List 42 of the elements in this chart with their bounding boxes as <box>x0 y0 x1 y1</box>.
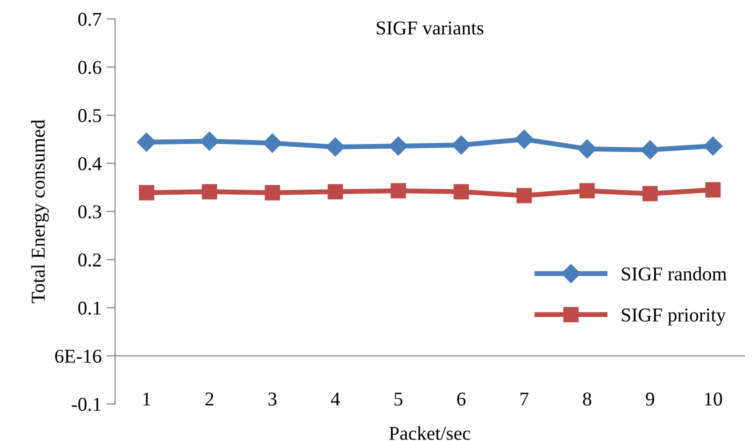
x-tick-label: 4 <box>330 392 340 406</box>
point <box>262 134 282 153</box>
x-tick-label: 5 <box>394 392 402 406</box>
x-tick-label: 10 <box>704 392 722 406</box>
y-tick-label: 0.4 <box>78 157 102 170</box>
point <box>514 130 534 149</box>
chart-title: SIGF variants <box>376 22 484 35</box>
point <box>579 183 595 198</box>
y-tick-label: 0.5 <box>78 109 102 122</box>
x-tick-label: 6 <box>457 392 466 406</box>
y-axis-title: Total Energy consumed <box>31 120 49 304</box>
y-tick-label: 0.1 <box>78 302 101 315</box>
x-tick-label: 1 <box>143 392 150 406</box>
point <box>703 136 723 156</box>
point <box>642 186 658 202</box>
y-tick-label: 0.7 <box>78 12 102 26</box>
point <box>578 139 597 158</box>
y-tick-label: -0.1 <box>72 398 101 411</box>
point <box>326 137 345 157</box>
point <box>454 184 469 200</box>
point <box>264 185 280 200</box>
x-tick-label: 7 <box>520 392 528 406</box>
x-tick-label: 9 <box>646 392 654 406</box>
x-axis-title: Packet/sec <box>389 426 470 440</box>
y-tick-label: 0.2 <box>78 253 101 267</box>
point <box>202 184 218 200</box>
point <box>328 184 343 200</box>
y-tick-label: 0.6 <box>78 60 102 74</box>
point <box>452 136 471 155</box>
point <box>516 188 532 204</box>
legend-label: SIGF random <box>622 266 727 281</box>
point <box>640 140 660 160</box>
x-tick-label: 3 <box>268 392 277 406</box>
y-tick-label: 6E-16 <box>55 350 102 363</box>
x-tick-label: 2 <box>205 392 214 406</box>
point <box>705 182 721 198</box>
y-tick-label: 0.3 <box>78 205 102 218</box>
legend-label: SIGF priority <box>622 308 726 326</box>
point <box>388 136 408 156</box>
x-tick-label: 8 <box>583 392 592 406</box>
point <box>390 183 406 198</box>
point <box>138 185 154 200</box>
